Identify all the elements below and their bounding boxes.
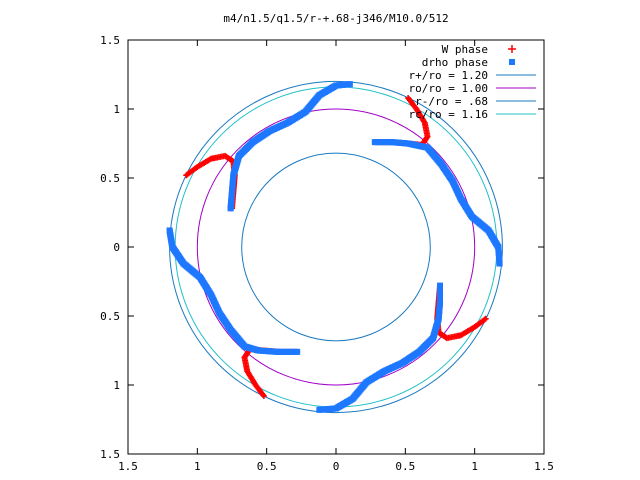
y-tick-label: 1.5 [100,34,120,47]
chart-title: m4/n1.5/q1.5/r-+.68-j346/M10.0/512 [223,12,448,25]
w-phase-point [406,96,413,103]
legend-label: drho phase [422,56,488,69]
y-tick-label: 0.5 [100,310,120,323]
x-tick-label: 0.5 [395,460,415,473]
reference-circle [196,108,476,386]
legend-square-marker [509,59,515,65]
y-tick-label: 0 [113,241,120,254]
legend-label: r-/ro = .68 [415,95,488,108]
x-tick-label: 1.5 [118,460,138,473]
legend-plus-marker [508,45,516,53]
x-tick-label: 0 [333,460,340,473]
legend-label: r+/ro = 1.20 [409,69,488,82]
x-tick-label: 1.5 [534,460,554,473]
axes: 1.5 1 0.5 0 0.5 1 1.51.510.500.511.5 [100,34,554,473]
data-marks [166,81,503,413]
y-tick-label: 1 [113,379,120,392]
legend-label: ro/ro = 1.00 [409,82,488,95]
w-phase-point [482,315,489,322]
y-tick-label: 1 [113,103,120,116]
legend-label: rc/ro = 1.16 [409,108,488,121]
w-phase-point [260,393,267,400]
w-phase-point [259,391,266,398]
w-phase-point [183,172,190,179]
drho-phase-point [294,348,301,355]
w-phase-point [184,171,191,178]
x-tick-label: 1 [471,460,478,473]
y-tick-label: 1.5 [100,448,120,461]
drho-phase-point [437,282,443,289]
w-phase-point [405,94,412,101]
reference-circle [169,80,503,414]
reference-circle [174,86,498,408]
x-tick-label: 0.5 [257,460,277,473]
y-tick-label: 0.5 [100,172,120,185]
reference-circles [169,80,503,414]
x-tick-label: 1 [194,460,201,473]
drho-phase-point [371,139,378,146]
legend-label: W phase [442,43,488,56]
reference-circle [241,152,431,342]
drho-phase-point [227,205,234,212]
w-phase-point [481,316,488,323]
